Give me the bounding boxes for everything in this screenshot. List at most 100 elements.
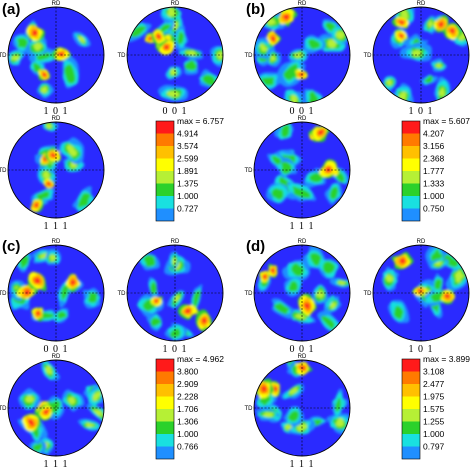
pole-figure: RD TD 0 0 1 (118, 1, 224, 117)
td-axis-label: TD (245, 406, 254, 412)
legend-level-label: 4.914 (177, 129, 199, 139)
legend-level-label: 1.000 (177, 429, 199, 439)
legend-max-label: max = 3.899 (423, 354, 470, 364)
legend-color-swatch (402, 158, 420, 171)
legend-level-label: 0.797 (423, 442, 445, 452)
legend-color-swatch (156, 421, 174, 434)
legend-color-swatch (402, 121, 420, 134)
rd-axis-label: RD (171, 1, 180, 7)
legend-max-label: max = 4.962 (177, 354, 224, 364)
td-axis-label: TD (0, 53, 7, 59)
panel-c-label: (c) (2, 238, 20, 255)
pole-figure-caption: 0 0 1 (290, 106, 315, 117)
pole-figure-caption: 0 0 1 (44, 344, 69, 355)
rd-axis-label: RD (52, 354, 61, 360)
pole-figure: RD TD 0 0 1 (245, 1, 351, 117)
pole-figure-caption: 1 0 1 (409, 106, 434, 117)
legend-color-swatch (156, 171, 174, 184)
rd-axis-label: RD (417, 1, 426, 7)
td-axis-label: TD (245, 53, 254, 59)
intensity-legend: max = 3.899 3.108 2.477 1.975 1.575 1.255 1.00… (401, 354, 470, 460)
intensity-legend: max = 4.962 3.800 2.909 2.228 1.706 1.306 1.00… (155, 354, 224, 460)
td-axis-label: TD (118, 53, 127, 59)
legend-level-label: 1.891 (177, 166, 199, 176)
pole-figure: RD TD 1 0 1 (364, 239, 470, 355)
rd-axis-label: RD (298, 1, 307, 7)
legend-color-swatch (156, 158, 174, 171)
legend-level-label: 1.575 (423, 404, 445, 414)
rd-axis-label: RD (52, 116, 61, 122)
legend-level-label: 0.727 (177, 204, 199, 214)
pole-figure-caption: 1 1 1 (290, 221, 315, 232)
legend-level-label: 3.800 (177, 367, 199, 377)
legend-color-swatch (156, 409, 174, 422)
panel-d-label: (d) (246, 238, 265, 255)
legend-level-label: 1.255 (423, 417, 445, 427)
legend-color-swatch (402, 183, 420, 196)
legend-color-swatch (402, 133, 420, 146)
legend-color-swatch (402, 359, 420, 372)
pole-figure-caption: 1 1 1 (290, 459, 315, 470)
legend-color-swatch (156, 183, 174, 196)
legend-max-label: max = 6.757 (177, 116, 224, 126)
intensity-legend: max = 5.607 4.207 3.156 2.368 1.777 1.333 1.00… (401, 116, 470, 222)
legend-color-swatch (156, 146, 174, 159)
legend-level-label: 1.975 (423, 392, 445, 402)
rd-axis-label: RD (298, 354, 307, 360)
legend-color-swatch (156, 196, 174, 209)
legend-level-label: 2.368 (423, 154, 445, 164)
rd-axis-label: RD (52, 1, 61, 7)
pole-figure: RD TD 1 0 1 (0, 1, 105, 117)
legend-level-label: 4.207 (423, 129, 445, 139)
td-axis-label: TD (364, 53, 373, 59)
panel-a-label: (a) (2, 1, 20, 18)
legend-color-swatch (156, 121, 174, 134)
legend-color-swatch (402, 171, 420, 184)
rd-axis-label: RD (298, 239, 307, 245)
legend-color-swatch (156, 359, 174, 372)
legend-level-label: 1.306 (177, 417, 199, 427)
legend-color-swatch (402, 409, 420, 422)
legend-level-label: 2.477 (423, 379, 445, 389)
legend-color-swatch (402, 384, 420, 397)
legend-level-label: 1.000 (177, 191, 199, 201)
intensity-legend: max = 6.757 4.914 3.574 2.599 1.891 1.375 1.00… (155, 116, 224, 222)
rd-axis-label: RD (171, 239, 180, 245)
legend-level-label: 1.333 (423, 179, 445, 189)
legend-color-swatch (402, 446, 420, 459)
rd-axis-label: RD (298, 116, 307, 122)
legend-color-swatch (402, 196, 420, 209)
rd-axis-label: RD (417, 239, 426, 245)
pole-figure-caption: 1 0 1 (409, 344, 434, 355)
legend-color-swatch (156, 446, 174, 459)
legend-color-swatch (156, 371, 174, 384)
legend-level-label: 3.156 (423, 141, 445, 151)
legend-level-label: 0.766 (177, 442, 199, 452)
pole-figure: RD TD 1 0 1 (118, 239, 224, 355)
legend-color-swatch (402, 396, 420, 409)
pole-figure-caption: 0 0 1 (290, 344, 315, 355)
pole-figure: RD TD 1 1 1 (0, 116, 105, 232)
pole-figure: RD TD 1 0 1 (364, 1, 470, 117)
legend-color-swatch (156, 208, 174, 221)
legend-level-label: 2.228 (177, 392, 199, 402)
legend-level-label: 1.706 (177, 404, 199, 414)
td-axis-label: TD (0, 406, 7, 412)
legend-color-swatch (156, 396, 174, 409)
td-axis-label: TD (364, 291, 373, 297)
legend-level-label: 1.777 (423, 166, 445, 176)
legend-color-swatch (402, 434, 420, 447)
legend-color-swatch (402, 208, 420, 221)
pole-figure: RD TD 1 1 1 (245, 354, 351, 470)
legend-level-label: 0.750 (423, 204, 445, 214)
legend-color-swatch (156, 133, 174, 146)
pole-figure: RD TD 1 1 1 (245, 116, 351, 232)
td-axis-label: TD (245, 168, 254, 174)
legend-level-label: 1.000 (423, 429, 445, 439)
legend-level-label: 1.375 (177, 179, 199, 189)
pole-figure-caption: 1 1 1 (44, 221, 69, 232)
td-axis-label: TD (118, 291, 127, 297)
panel-b-label: (b) (246, 1, 265, 18)
